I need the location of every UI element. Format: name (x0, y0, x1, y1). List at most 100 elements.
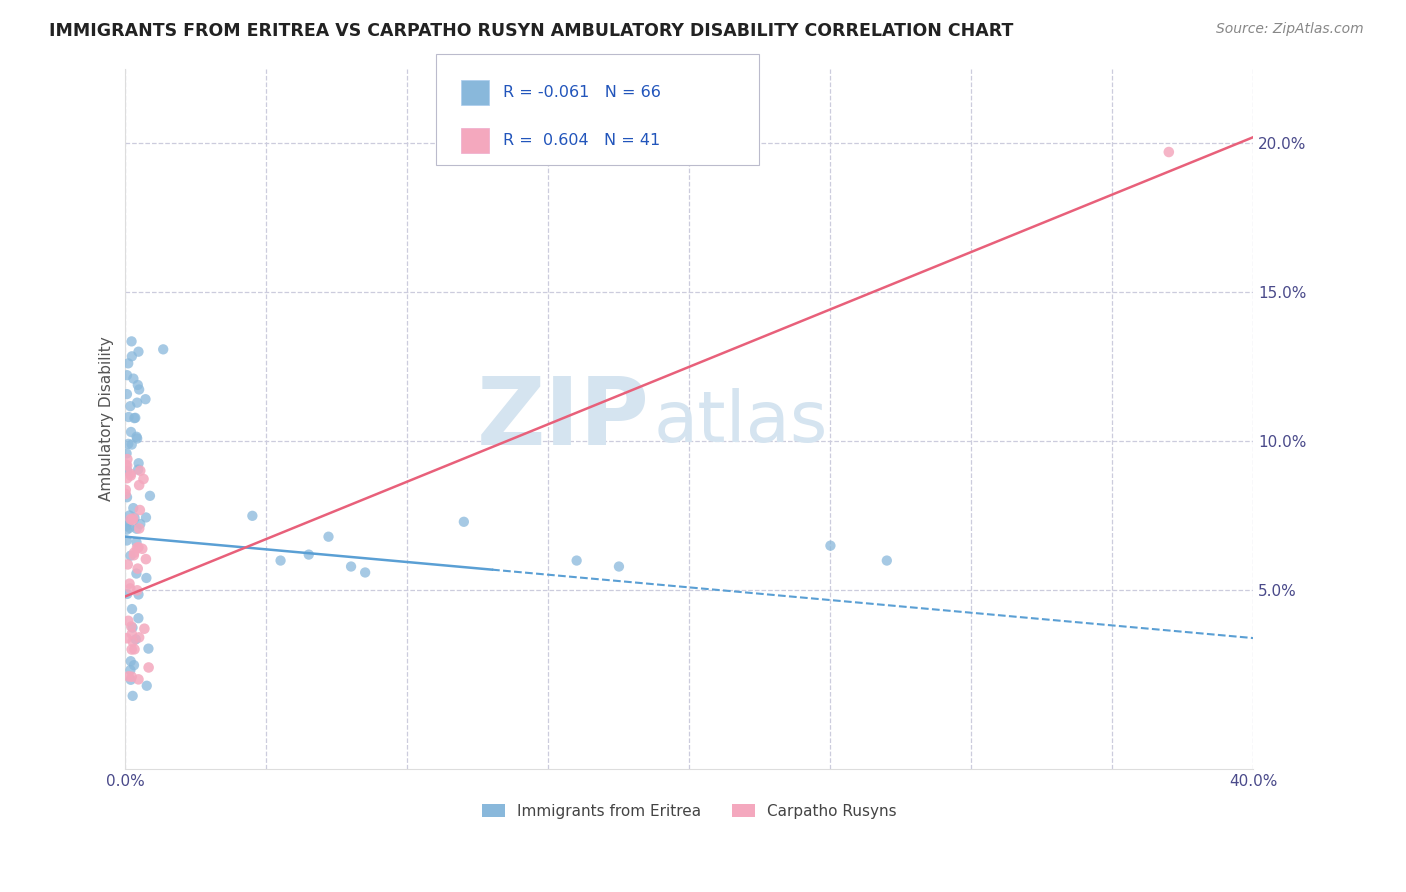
Point (129, 516, 152, 531)
Point (115, 446, 138, 460)
Point (453, 515, 475, 529)
Point (127, 378, 149, 392)
Point (118, 576, 141, 591)
Point (876, 553, 898, 567)
Point (120, 467, 142, 481)
Point (117, 356, 139, 370)
Point (117, 669, 139, 683)
Point (120, 512, 142, 526)
Point (122, 546, 145, 560)
Point (122, 548, 145, 562)
Point (121, 627, 143, 641)
Point (138, 641, 160, 656)
Point (125, 541, 148, 555)
Point (124, 410, 146, 425)
Point (120, 549, 142, 563)
Point (127, 673, 149, 687)
Point (121, 621, 143, 635)
Point (607, 559, 630, 574)
Point (122, 501, 145, 516)
Point (125, 632, 148, 647)
Point (118, 521, 141, 535)
Point (240, 508, 263, 523)
Point (820, 539, 842, 553)
Point (298, 548, 321, 562)
Point (121, 349, 143, 363)
Point (115, 490, 138, 504)
Text: R =  0.604   N = 41: R = 0.604 N = 41 (503, 133, 661, 148)
Point (131, 541, 153, 556)
Point (115, 471, 138, 485)
Text: ZIP: ZIP (477, 373, 650, 465)
Point (354, 566, 377, 580)
Point (120, 399, 142, 413)
Point (127, 462, 149, 476)
Point (132, 472, 155, 486)
Point (340, 559, 363, 574)
Point (1157, 145, 1180, 159)
Point (120, 425, 142, 439)
Point (114, 483, 136, 497)
Point (117, 558, 139, 572)
Point (135, 510, 157, 524)
Point (127, 583, 149, 598)
Point (115, 458, 138, 472)
Point (114, 487, 136, 501)
Point (135, 679, 157, 693)
Point (121, 689, 143, 703)
Point (117, 410, 139, 425)
Point (122, 511, 145, 525)
Point (125, 522, 148, 536)
Point (121, 670, 143, 684)
Point (127, 395, 149, 409)
Point (135, 552, 157, 566)
Point (115, 387, 138, 401)
Point (117, 452, 139, 467)
Point (270, 553, 292, 567)
Point (121, 634, 143, 648)
Point (152, 343, 174, 357)
Point (120, 619, 142, 633)
Point (124, 510, 146, 524)
Point (139, 489, 162, 503)
Point (127, 432, 149, 446)
Point (124, 411, 146, 425)
Point (127, 561, 149, 575)
Point (117, 587, 139, 601)
Point (121, 513, 143, 527)
Point (120, 673, 142, 687)
Point (118, 515, 141, 529)
Point (121, 334, 143, 349)
Point (128, 383, 150, 397)
Text: R = -0.061   N = 66: R = -0.061 N = 66 (503, 85, 661, 100)
Point (127, 344, 149, 359)
Text: IMMIGRANTS FROM ERITREA VS CARPATHO RUSYN AMBULATORY DISABILITY CORRELATION CHAR: IMMIGRANTS FROM ERITREA VS CARPATHO RUSY… (49, 22, 1014, 40)
Point (127, 611, 149, 625)
Point (128, 503, 150, 517)
Point (125, 535, 148, 549)
Legend: Immigrants from Eritrea, Carpatho Rusyns: Immigrants from Eritrea, Carpatho Rusyns (477, 797, 903, 825)
Point (128, 631, 150, 645)
Point (118, 508, 141, 523)
Point (115, 523, 138, 537)
Point (125, 566, 148, 581)
Point (121, 437, 143, 451)
Text: atlas: atlas (654, 388, 828, 457)
Point (129, 464, 152, 478)
Point (134, 622, 156, 636)
Point (115, 632, 138, 646)
Point (115, 519, 138, 533)
Point (128, 478, 150, 492)
Point (138, 660, 160, 674)
Point (120, 582, 142, 596)
Point (117, 614, 139, 628)
Point (117, 437, 139, 451)
Point (121, 602, 143, 616)
Point (115, 533, 138, 548)
Point (318, 530, 340, 544)
Point (135, 571, 157, 585)
Y-axis label: Ambulatory Disability: Ambulatory Disability (100, 336, 114, 501)
Point (127, 541, 149, 555)
Text: Source: ZipAtlas.com: Source: ZipAtlas.com (1216, 22, 1364, 37)
Point (128, 456, 150, 470)
